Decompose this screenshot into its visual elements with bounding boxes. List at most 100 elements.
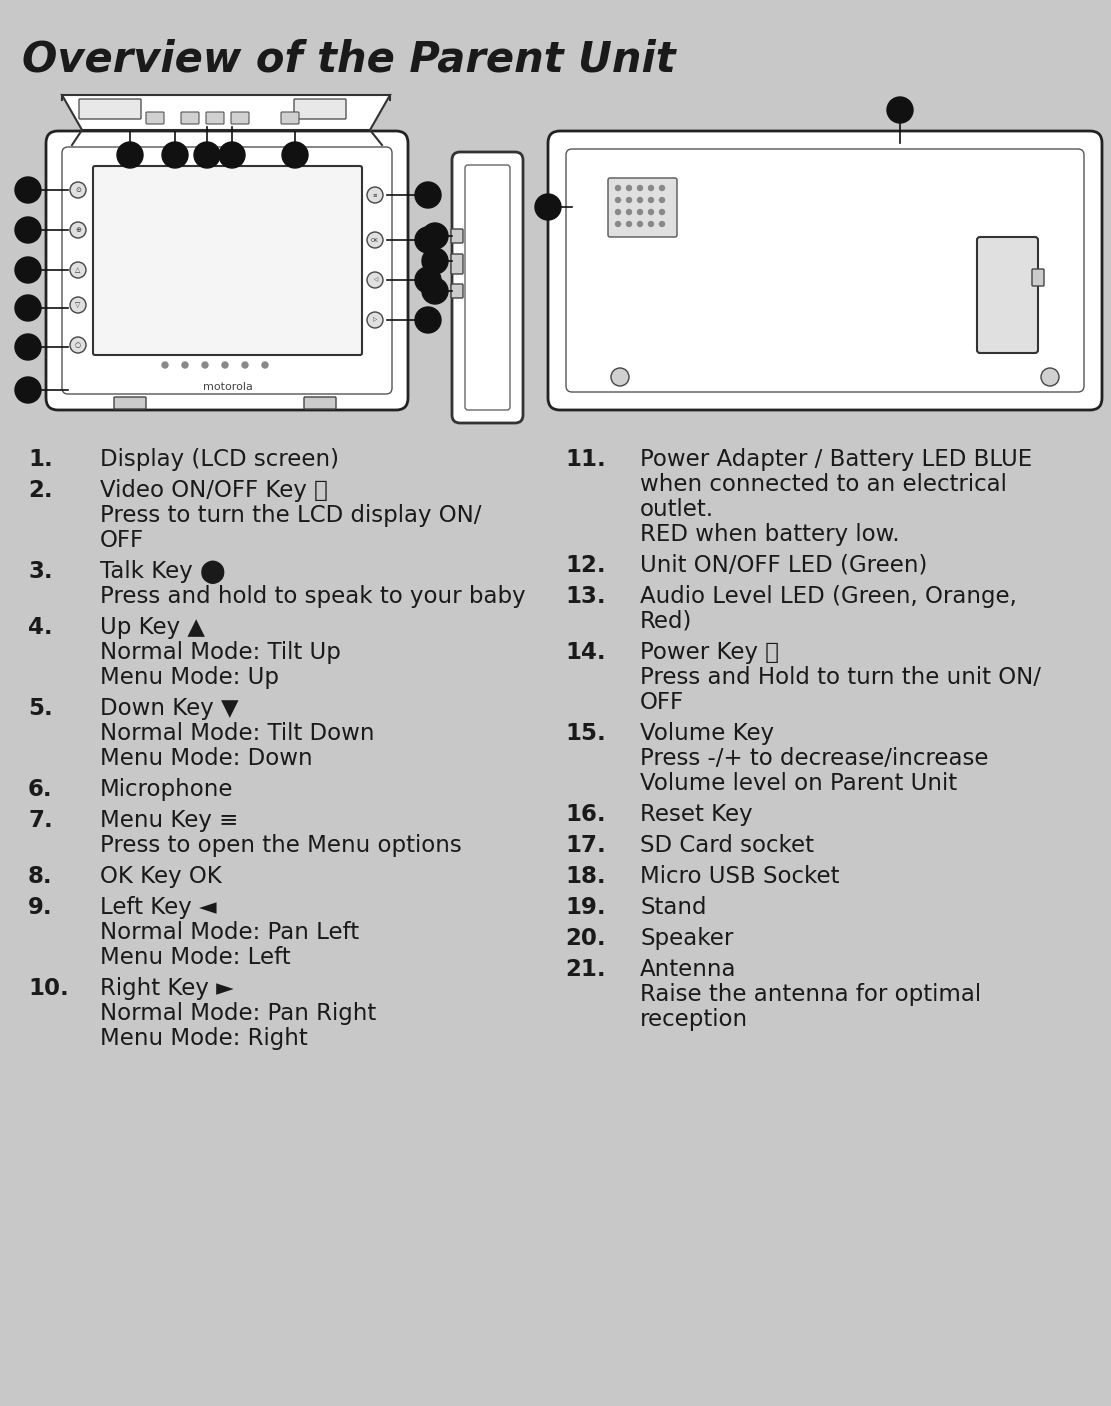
Text: Talk Key ⬤: Talk Key ⬤ xyxy=(100,560,226,583)
Text: Up Key ▲: Up Key ▲ xyxy=(100,616,206,638)
Circle shape xyxy=(887,97,913,122)
Circle shape xyxy=(162,361,168,368)
Text: Red): Red) xyxy=(640,610,692,633)
Circle shape xyxy=(70,297,86,314)
Circle shape xyxy=(367,232,383,247)
Circle shape xyxy=(16,257,41,283)
FancyBboxPatch shape xyxy=(451,284,463,298)
FancyBboxPatch shape xyxy=(548,131,1102,411)
Circle shape xyxy=(16,377,41,404)
Text: Raise the antenna for optimal: Raise the antenna for optimal xyxy=(640,983,981,1007)
FancyBboxPatch shape xyxy=(452,152,523,423)
Text: Power Adapter / Battery LED BLUE: Power Adapter / Battery LED BLUE xyxy=(640,449,1032,471)
FancyBboxPatch shape xyxy=(146,112,164,124)
Circle shape xyxy=(615,209,621,215)
FancyBboxPatch shape xyxy=(181,112,199,124)
FancyBboxPatch shape xyxy=(281,112,299,124)
Circle shape xyxy=(649,209,653,215)
Text: Normal Mode: Tilt Down: Normal Mode: Tilt Down xyxy=(100,723,374,745)
Circle shape xyxy=(416,307,441,333)
FancyBboxPatch shape xyxy=(231,112,249,124)
Text: Micro USB Socket: Micro USB Socket xyxy=(640,865,840,889)
Circle shape xyxy=(422,278,448,304)
Text: Menu Mode: Right: Menu Mode: Right xyxy=(100,1026,308,1050)
Text: Microphone: Microphone xyxy=(100,778,233,801)
Text: 6.: 6. xyxy=(28,778,52,801)
Text: SD Card socket: SD Card socket xyxy=(640,834,814,858)
Text: Unit ON/OFF LED (Green): Unit ON/OFF LED (Green) xyxy=(640,554,928,576)
Text: RED when battery low.: RED when battery low. xyxy=(640,523,900,546)
Circle shape xyxy=(536,194,561,219)
Text: △: △ xyxy=(76,267,81,273)
Circle shape xyxy=(611,368,629,387)
FancyBboxPatch shape xyxy=(294,98,346,120)
Circle shape xyxy=(367,271,383,288)
Circle shape xyxy=(638,222,642,226)
Text: Menu Mode: Left: Menu Mode: Left xyxy=(100,946,291,969)
Circle shape xyxy=(162,142,188,167)
Circle shape xyxy=(70,337,86,353)
Circle shape xyxy=(615,186,621,190)
Text: 8.: 8. xyxy=(28,865,52,889)
Circle shape xyxy=(242,361,248,368)
Circle shape xyxy=(367,187,383,202)
Text: ≡: ≡ xyxy=(372,193,378,197)
Circle shape xyxy=(422,247,448,274)
FancyBboxPatch shape xyxy=(62,148,392,394)
Circle shape xyxy=(202,361,208,368)
Text: ▷: ▷ xyxy=(373,318,377,322)
Text: Right Key ►: Right Key ► xyxy=(100,977,233,1000)
Text: Antenna: Antenna xyxy=(640,957,737,981)
Text: Left Key ◄: Left Key ◄ xyxy=(100,896,217,920)
Polygon shape xyxy=(62,96,390,129)
FancyBboxPatch shape xyxy=(1032,269,1044,285)
Text: 18.: 18. xyxy=(565,865,605,889)
Circle shape xyxy=(70,222,86,238)
Text: 4.: 4. xyxy=(28,616,52,638)
Circle shape xyxy=(194,142,220,167)
Text: Display (LCD screen): Display (LCD screen) xyxy=(100,449,339,471)
FancyBboxPatch shape xyxy=(608,179,677,238)
FancyBboxPatch shape xyxy=(206,112,224,124)
FancyBboxPatch shape xyxy=(466,165,510,411)
Text: Down Key ▼: Down Key ▼ xyxy=(100,697,239,720)
Text: 3.: 3. xyxy=(28,560,52,583)
Text: 20.: 20. xyxy=(565,927,605,950)
Text: Volume Key: Volume Key xyxy=(640,723,774,745)
Circle shape xyxy=(16,177,41,202)
Text: reception: reception xyxy=(640,1008,748,1031)
Circle shape xyxy=(638,186,642,190)
Circle shape xyxy=(70,262,86,278)
Text: Power Key ⏻: Power Key ⏻ xyxy=(640,641,779,664)
Text: ▽: ▽ xyxy=(76,302,81,308)
Circle shape xyxy=(627,209,631,215)
Text: Overview of the Parent Unit: Overview of the Parent Unit xyxy=(22,38,675,80)
Circle shape xyxy=(627,197,631,202)
Text: Audio Level LED (Green, Orange,: Audio Level LED (Green, Orange, xyxy=(640,585,1017,607)
Text: 7.: 7. xyxy=(28,808,52,832)
Text: Press -/+ to decrease/increase: Press -/+ to decrease/increase xyxy=(640,747,989,770)
FancyBboxPatch shape xyxy=(46,131,408,411)
Text: Speaker: Speaker xyxy=(640,927,733,950)
Text: Video ON/OFF Key ⬜: Video ON/OFF Key ⬜ xyxy=(100,479,328,502)
Text: 21.: 21. xyxy=(565,957,605,981)
Circle shape xyxy=(16,217,41,243)
Circle shape xyxy=(649,197,653,202)
Circle shape xyxy=(282,142,308,167)
Circle shape xyxy=(416,226,441,253)
Text: ⊙: ⊙ xyxy=(76,187,81,193)
Text: 5.: 5. xyxy=(28,697,52,720)
Text: Menu Mode: Down: Menu Mode: Down xyxy=(100,747,312,770)
Circle shape xyxy=(422,224,448,249)
Circle shape xyxy=(16,295,41,321)
Circle shape xyxy=(627,186,631,190)
Circle shape xyxy=(182,361,188,368)
Text: ◁: ◁ xyxy=(373,277,377,283)
Circle shape xyxy=(1041,368,1059,387)
Text: Press and hold to speak to your baby: Press and hold to speak to your baby xyxy=(100,585,526,607)
Circle shape xyxy=(615,197,621,202)
Circle shape xyxy=(660,197,664,202)
Circle shape xyxy=(367,312,383,328)
FancyBboxPatch shape xyxy=(114,396,146,409)
Circle shape xyxy=(638,197,642,202)
